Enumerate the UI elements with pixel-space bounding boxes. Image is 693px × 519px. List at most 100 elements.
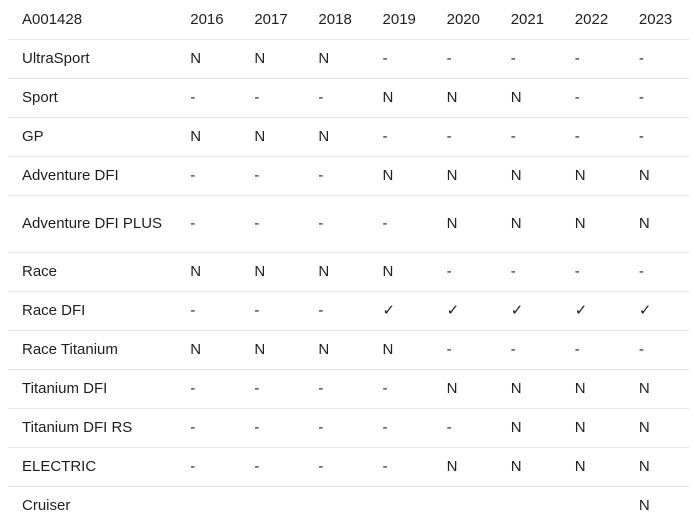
table-row: Adventure DFI PLUS - - - - N N N N	[8, 195, 689, 253]
compatibility-cell	[304, 487, 368, 519]
table-row: GP N N N - - - - -	[8, 117, 689, 157]
year-header-2019: 2019	[368, 1, 433, 40]
model-name-cell: ELECTRIC	[8, 447, 177, 487]
table-row: UltraSport N N N - - - - -	[8, 39, 689, 79]
year-header-2023: 2023	[624, 1, 689, 40]
compatibility-cell	[561, 487, 625, 519]
year-header-2021: 2021	[496, 1, 561, 40]
compatibility-cell: -	[560, 330, 625, 370]
table-row: Sport - - - N N N - -	[8, 78, 689, 118]
compatibility-cell: -	[176, 447, 241, 487]
compatibility-cell: N	[496, 195, 561, 253]
compatibility-cell: N	[176, 252, 241, 292]
compatibility-cell: -	[240, 291, 305, 331]
compatibility-cell: -	[176, 156, 241, 196]
compatibility-cell	[176, 487, 240, 519]
compatibility-cell: ✓	[624, 291, 689, 331]
model-name-cell: Cruiser	[22, 497, 71, 514]
compatibility-cell: N	[560, 156, 625, 196]
compatibility-cell	[433, 487, 497, 519]
compatibility-cell: -	[304, 195, 369, 253]
model-name-cell: Sport	[8, 78, 177, 118]
compatibility-cell: N	[432, 78, 497, 118]
year-header-2022: 2022	[560, 1, 625, 40]
compatibility-cell: -	[432, 252, 497, 292]
compatibility-cell: -	[240, 195, 305, 253]
compatibility-cell: N	[304, 252, 369, 292]
compatibility-cell: -	[624, 330, 689, 370]
compatibility-cell: N	[496, 369, 561, 409]
compatibility-cell: N	[496, 156, 561, 196]
table-row: Titanium DFI - - - - N N N N	[8, 369, 689, 409]
model-name-cell: Titanium DFI	[8, 369, 177, 409]
compatibility-cell: N	[240, 330, 305, 370]
compatibility-cell: N	[560, 447, 625, 487]
compatibility-cell: N	[624, 408, 689, 448]
model-name-cell: Adventure DFI PLUS	[8, 195, 177, 253]
compatibility-cell: N	[240, 117, 305, 157]
compatibility-cell: N	[638, 497, 650, 514]
year-header-2020: 2020	[432, 1, 497, 40]
compatibility-cell: -	[304, 156, 369, 196]
compatibility-cell: -	[304, 369, 369, 409]
compatibility-cell: -	[560, 39, 625, 79]
compatibility-cell: N	[304, 39, 369, 79]
compatibility-cell	[240, 487, 304, 519]
table-row: Race N N N N - - - -	[8, 252, 689, 292]
compatibility-cell: -	[624, 78, 689, 118]
compatibility-cell: N	[496, 447, 561, 487]
compatibility-cell: -	[624, 39, 689, 79]
compatibility-cell: -	[176, 369, 241, 409]
compatibility-cell: -	[176, 291, 241, 331]
compatibility-cell: N	[176, 330, 241, 370]
compatibility-table: A001428 2016 2017 2018 2019 2020 2021 20…	[8, 1, 689, 519]
compatibility-cell: N	[624, 156, 689, 196]
compatibility-cell: N	[368, 252, 433, 292]
compatibility-cell: N	[176, 39, 241, 79]
compatibility-cell: -	[624, 252, 689, 292]
compatibility-cell: -	[560, 117, 625, 157]
compatibility-cell: N	[560, 408, 625, 448]
compatibility-cell: -	[304, 447, 369, 487]
compatibility-cell: N	[496, 408, 561, 448]
table-row: Cruiser N	[8, 487, 689, 519]
compatibility-cell: -	[368, 408, 433, 448]
compatibility-cell: N	[432, 447, 497, 487]
compatibility-cell: -	[432, 39, 497, 79]
compatibility-cell	[369, 487, 433, 519]
model-name-cell: Race	[8, 252, 177, 292]
compatibility-cell: -	[304, 78, 369, 118]
compatibility-cell: ✓	[496, 291, 561, 331]
compatibility-cell: N	[368, 156, 433, 196]
compatibility-cell: -	[304, 408, 369, 448]
compatibility-cell: -	[240, 369, 305, 409]
compatibility-cell: -	[432, 408, 497, 448]
year-header-2018: 2018	[304, 1, 369, 40]
compatibility-cell: N	[304, 330, 369, 370]
compatibility-cell: ✓	[560, 291, 625, 331]
table-header-row: A001428 2016 2017 2018 2019 2020 2021 20…	[8, 1, 689, 40]
compatibility-cell: N	[432, 195, 497, 253]
model-name-cell: Adventure DFI	[8, 156, 177, 196]
table-body: UltraSport N N N - - - - - Sport - - - N N N - - GP N N N - - - -…	[8, 39, 689, 519]
part-number-header: A001428	[8, 1, 177, 40]
compatibility-cell: N	[240, 252, 305, 292]
compatibility-cell: -	[176, 195, 241, 253]
compatibility-cell: -	[624, 117, 689, 157]
compatibility-cell: -	[368, 39, 433, 79]
compatibility-cell: -	[240, 408, 305, 448]
compatibility-cell: -	[496, 252, 561, 292]
compatibility-cell	[497, 487, 561, 519]
compatibility-cell: N	[624, 369, 689, 409]
compatibility-cell: -	[560, 78, 625, 118]
model-name-cell: Race Titanium	[8, 330, 177, 370]
compatibility-cell: N	[624, 447, 689, 487]
compatibility-cell: N	[304, 117, 369, 157]
model-name-cell: Race DFI	[8, 291, 177, 331]
table-row: Race Titanium N N N N - - - -	[8, 330, 689, 370]
compatibility-cell: N	[240, 39, 305, 79]
compatibility-cell: -	[368, 447, 433, 487]
compatibility-cell: ✓	[368, 291, 433, 331]
compatibility-cell: N	[368, 330, 433, 370]
